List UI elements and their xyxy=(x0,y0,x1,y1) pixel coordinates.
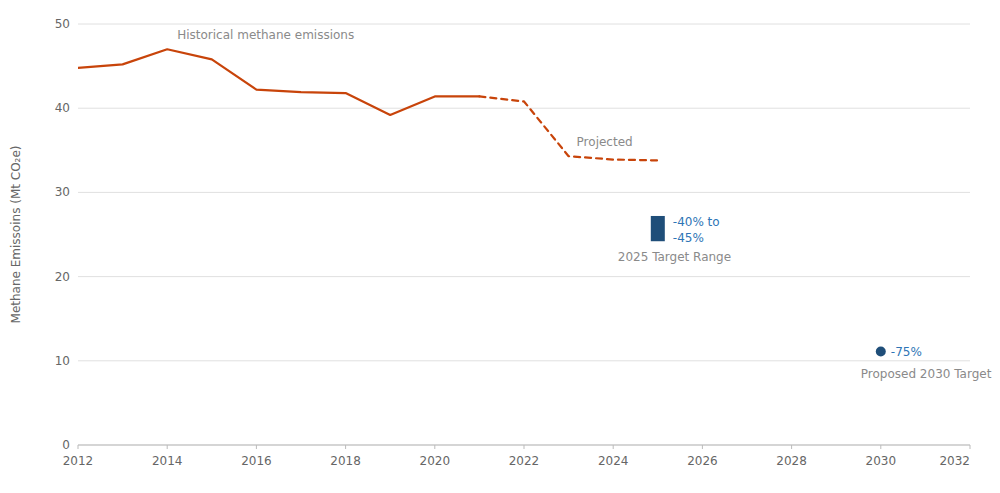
x-tick-label: 2030 xyxy=(866,454,897,468)
x-tick xyxy=(613,445,614,449)
x-tick-label: 2022 xyxy=(509,454,540,468)
y-tick-label: 30 xyxy=(55,185,70,199)
target-label: -45% xyxy=(673,231,704,245)
axes: 0102030405020122014201620182020202220242… xyxy=(9,17,970,468)
y-tick-label: 10 xyxy=(55,354,70,368)
grid-line xyxy=(78,108,970,109)
x-tick xyxy=(345,445,346,449)
y-tick-label: 0 xyxy=(62,438,70,452)
line-dashed xyxy=(479,96,657,160)
grid-line xyxy=(78,276,970,277)
y-tick-label: 50 xyxy=(55,17,70,31)
x-tick-label: 2020 xyxy=(420,454,451,468)
x-tick-label: 2026 xyxy=(687,454,718,468)
x-tick-label: 2012 xyxy=(63,454,94,468)
annotations: Historical methane emissions Projected -40… xyxy=(177,28,991,380)
grid-line xyxy=(78,24,970,25)
target-sublabel: 2025 Target Range xyxy=(618,250,731,264)
target-label: -40% to xyxy=(673,215,720,229)
x-tick xyxy=(78,445,79,449)
y-tick-label: 40 xyxy=(55,101,70,115)
y-tick-label: 20 xyxy=(55,270,70,284)
grid-line xyxy=(78,192,970,193)
x-tick-label: 2024 xyxy=(598,454,629,468)
x-tick-label: 2028 xyxy=(776,454,807,468)
target-dot xyxy=(876,347,886,357)
series-annotation: Projected xyxy=(577,135,633,149)
x-tick-label: 2016 xyxy=(241,454,272,468)
x-tick xyxy=(524,445,525,449)
line-solid xyxy=(78,49,479,115)
x-tick-label: 2018 xyxy=(330,454,361,468)
target-sublabel: Proposed 2030 Target xyxy=(861,367,992,381)
x-tick xyxy=(256,445,257,449)
x-tick xyxy=(167,445,168,449)
x-tick-label: 2014 xyxy=(152,454,183,468)
y-axis-label: Methane Emissoins (Mt CO₂e) xyxy=(9,146,23,324)
x-tick xyxy=(702,445,703,449)
x-tick xyxy=(434,445,435,449)
x-tick xyxy=(880,445,881,449)
target-range-bar xyxy=(651,216,665,241)
series-annotation: Historical methane emissions xyxy=(177,28,354,42)
marks xyxy=(78,49,886,356)
target-label: -75% xyxy=(891,345,922,359)
x-tick xyxy=(970,445,971,449)
x-tick-label: 2032 xyxy=(939,454,970,468)
grid-line xyxy=(78,360,970,361)
x-tick xyxy=(791,445,792,449)
chart: 0102030405020122014201620182020202220242… xyxy=(0,0,1000,493)
